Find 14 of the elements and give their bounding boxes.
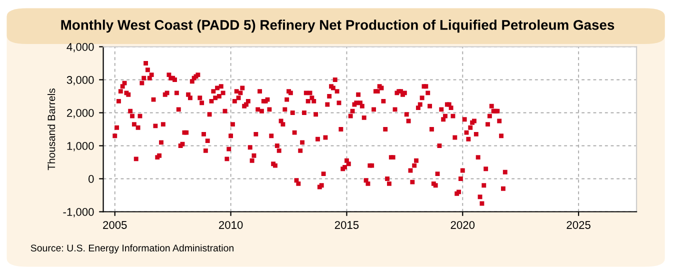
- source-note: Source: U.S. Energy Information Administration: [30, 244, 234, 254]
- y-tick-label: -1,000: [63, 208, 94, 218]
- x-tick-label: 2005: [103, 221, 127, 229]
- y-tick-label: 1,000: [67, 142, 94, 152]
- x-tick-label: 2025: [566, 221, 590, 229]
- y-tick-label: 2,000: [67, 109, 94, 118]
- chart-title: Monthly West Coast (PADD 5) Refinery Net Production of Liquified Petroleum Gases: [61, 20, 614, 33]
- y-axis-title: Thousand Barrels: [47, 88, 56, 170]
- y-tick-label: 3,000: [66, 76, 94, 86]
- x-tick-label: 2015: [334, 221, 359, 229]
- x-tick-label: 2010: [218, 221, 243, 229]
- x-tick-label: 2020: [450, 221, 475, 229]
- y-tick-label: 4,000: [66, 43, 94, 52]
- y-tick-label: 0: [88, 175, 94, 183]
